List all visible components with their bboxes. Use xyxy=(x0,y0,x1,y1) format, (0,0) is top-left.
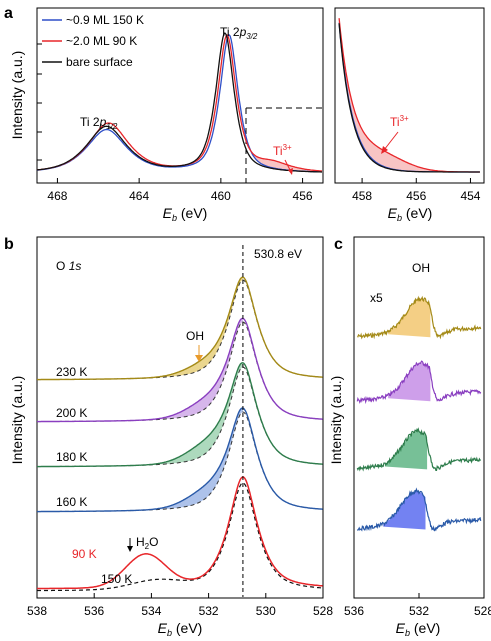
panel-a-left-frame xyxy=(36,7,324,184)
oh-label-c: OH xyxy=(412,261,430,275)
legend-item-2: ~2.0 ML 90 K xyxy=(66,34,137,48)
panel-b-title: O 1s xyxy=(56,259,81,273)
panel-b-xticks: 538 536 534 532 530 528 xyxy=(27,593,333,618)
arrow-ti3-left-head xyxy=(288,168,293,175)
xtick-label: 532 xyxy=(409,604,429,618)
oh-shaded-area xyxy=(137,362,243,466)
panel-a-right-xticks: 458 456 454 xyxy=(352,178,481,203)
panel-label-b: b xyxy=(4,236,14,253)
panel-b-frame xyxy=(36,236,324,599)
panel-label-c: c xyxy=(334,236,343,253)
xtick-label: 528 xyxy=(313,604,333,618)
tail-line-1 xyxy=(338,22,480,173)
xtick-label: 536 xyxy=(84,604,104,618)
label-160k: 160 K xyxy=(56,495,87,509)
panel-a-left-curves xyxy=(36,32,323,173)
panel-c-xlabel: Eb (eV) xyxy=(396,620,441,638)
oh-arrow-b-head xyxy=(195,355,203,362)
panel-b-curves xyxy=(37,276,323,592)
difference-spectrum-line xyxy=(356,487,482,532)
annotation-ti2p12: Ti 2p1/2 xyxy=(80,115,118,131)
panel-a-right-xlabel: Eb (eV) xyxy=(388,205,433,223)
tail-line-2 xyxy=(338,18,480,173)
panel-c-xticks: 536 532 528 xyxy=(344,593,491,618)
panel-a-left-xlabel: Eb (eV) xyxy=(163,205,208,223)
oh-component-area xyxy=(384,431,428,470)
difference-spectrum-line xyxy=(357,295,482,340)
oh-component-area xyxy=(388,362,431,402)
xtick-label: 538 xyxy=(27,604,47,618)
fit-dashed-line xyxy=(37,366,323,468)
panel-c-ylabel: Intensity (a.u.) xyxy=(328,376,344,465)
oh-component-area xyxy=(383,491,426,530)
label-230k: 230 K xyxy=(56,365,87,379)
panel-a-left-xticks: 468 464 460 456 xyxy=(47,178,313,203)
fit-dashed-line xyxy=(37,279,323,381)
fit-dashed-line xyxy=(37,321,323,423)
difference-spectrum-line xyxy=(356,360,482,405)
label-150k: 150 K xyxy=(101,572,132,586)
xtick-label: 456 xyxy=(293,189,313,203)
tail-line-3 xyxy=(338,23,480,173)
xtick-label: 468 xyxy=(47,189,67,203)
oh-label-b: OH xyxy=(186,329,204,343)
panel-a-right-curves xyxy=(338,18,480,173)
ti3-shaded-area-left xyxy=(245,134,321,172)
spectrum-150k xyxy=(37,482,323,592)
panel-a-ylabel: Intensity (a.u.) xyxy=(9,51,25,140)
panel-a-legend: ~0.9 ML 150 K ~2.0 ML 90 K bare surface xyxy=(42,13,144,69)
legend-item-1: ~0.9 ML 150 K xyxy=(66,13,144,27)
panel-b-ylabel: Intensity (a.u.) xyxy=(9,376,25,465)
spectrum-line xyxy=(37,317,323,423)
panel-a-left-yticks xyxy=(37,43,42,161)
scale-label: x5 xyxy=(370,291,383,305)
xtick-label: 534 xyxy=(141,604,161,618)
xtick-label: 530 xyxy=(256,604,276,618)
label-200k: 200 K xyxy=(56,406,87,420)
series-line-3 xyxy=(36,32,322,173)
panel-a-right-frame xyxy=(334,7,485,184)
ti3-shaded-area-right xyxy=(339,18,480,173)
xtick-label: 532 xyxy=(199,604,219,618)
annotation-ti3-right: Ti3+ xyxy=(390,114,409,129)
panel-label-a: a xyxy=(4,5,13,22)
h2o-arrow-head xyxy=(127,546,133,552)
xtick-label: 460 xyxy=(211,189,231,203)
panel-c-curves xyxy=(356,295,482,532)
annotation-ti2p32: Ti 2p3/2 xyxy=(220,25,258,41)
spectrum-line xyxy=(37,362,323,468)
difference-spectrum-line xyxy=(356,427,482,472)
label-180k: 180 K xyxy=(56,450,87,464)
xtick-label: 454 xyxy=(460,189,480,203)
oh-component-area xyxy=(388,298,431,338)
label-90k: 90 K xyxy=(72,547,97,561)
arrow-ti3-right xyxy=(383,131,399,151)
annotation-ti3-left: Ti3+ xyxy=(273,143,292,158)
panel-b-xlabel: Eb (eV) xyxy=(158,620,203,638)
spectrum-90k xyxy=(37,476,323,590)
legend-item-3: bare surface xyxy=(66,55,133,69)
xtick-label: 528 xyxy=(474,604,491,618)
peak-label: 530.8 eV xyxy=(254,247,302,261)
xtick-label: 456 xyxy=(406,189,426,203)
label-h2o: H2O xyxy=(136,535,158,551)
spectrum-line xyxy=(37,407,323,513)
xtick-label: 464 xyxy=(129,189,149,203)
fit-dashed-line xyxy=(37,411,323,513)
arrow-ti3-right-head xyxy=(381,146,388,154)
spectrum-line xyxy=(37,276,323,381)
xtick-label: 458 xyxy=(352,189,372,203)
xtick-label: 536 xyxy=(344,604,364,618)
